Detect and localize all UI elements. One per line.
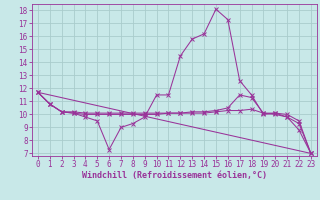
X-axis label: Windchill (Refroidissement éolien,°C): Windchill (Refroidissement éolien,°C): [82, 171, 267, 180]
